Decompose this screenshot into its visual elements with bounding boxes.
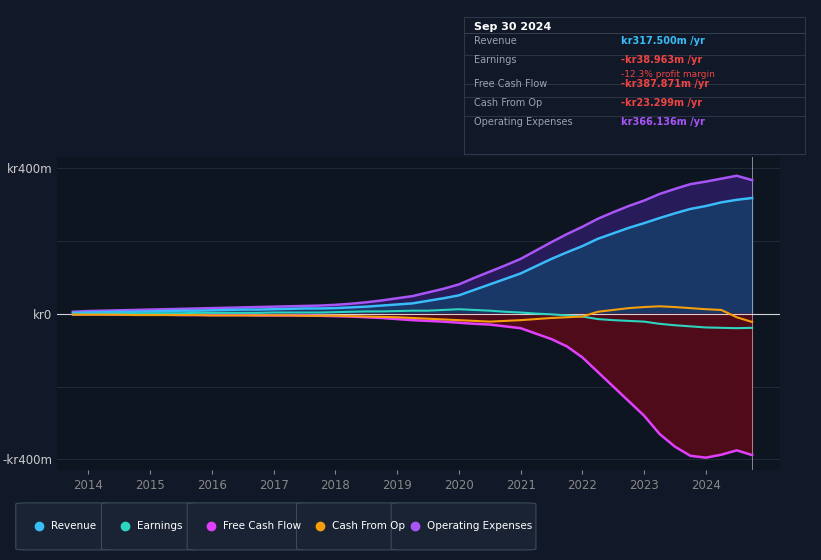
Text: Cash From Op: Cash From Op	[474, 98, 543, 108]
Text: Earnings: Earnings	[474, 55, 516, 65]
Text: -12.3% profit margin: -12.3% profit margin	[621, 71, 714, 80]
FancyBboxPatch shape	[16, 503, 113, 550]
FancyBboxPatch shape	[102, 503, 199, 550]
Text: Revenue: Revenue	[51, 521, 96, 531]
Text: -kr387.871m /yr: -kr387.871m /yr	[621, 78, 709, 88]
Text: Free Cash Flow: Free Cash Flow	[222, 521, 300, 531]
Text: Cash From Op: Cash From Op	[332, 521, 405, 531]
Text: kr317.500m /yr: kr317.500m /yr	[621, 36, 704, 46]
Text: Operating Expenses: Operating Expenses	[474, 117, 573, 127]
FancyBboxPatch shape	[296, 503, 403, 550]
Text: Operating Expenses: Operating Expenses	[427, 521, 532, 531]
Text: Free Cash Flow: Free Cash Flow	[474, 78, 548, 88]
Text: kr366.136m /yr: kr366.136m /yr	[621, 117, 704, 127]
Text: Sep 30 2024: Sep 30 2024	[474, 22, 552, 32]
FancyBboxPatch shape	[187, 503, 309, 550]
Text: -kr23.299m /yr: -kr23.299m /yr	[621, 98, 702, 108]
Text: -kr38.963m /yr: -kr38.963m /yr	[621, 55, 702, 65]
Text: Earnings: Earnings	[137, 521, 182, 531]
Text: Revenue: Revenue	[474, 36, 517, 46]
FancyBboxPatch shape	[391, 503, 536, 550]
